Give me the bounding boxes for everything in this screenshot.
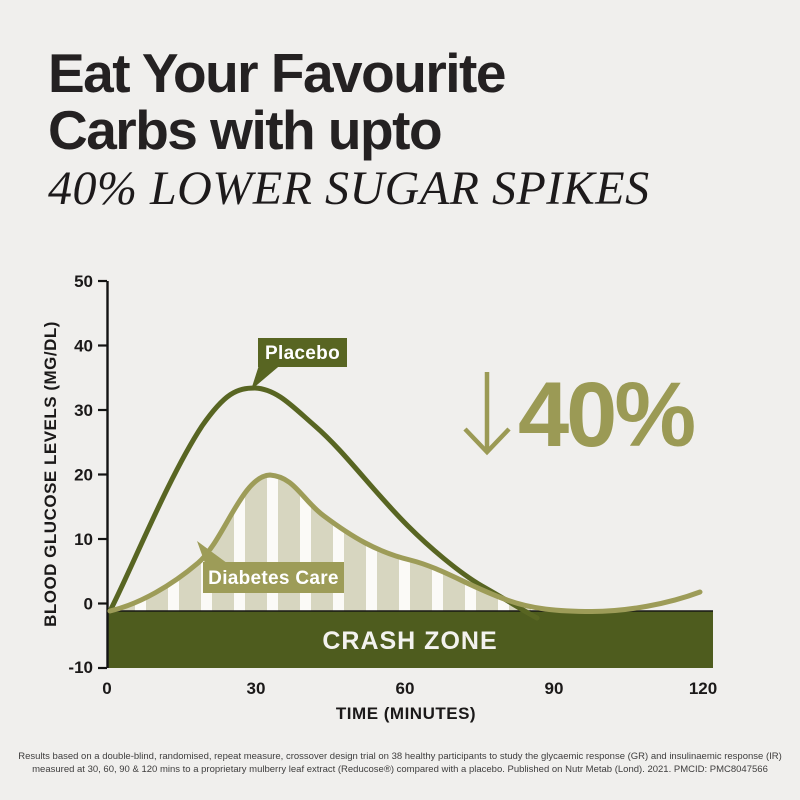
x-axis-label: TIME (MINUTES) (336, 704, 476, 723)
x-tick-label-30: 30 (247, 679, 266, 698)
y-tick-label-0: 0 (84, 595, 93, 614)
y-tick-label-50: 50 (74, 272, 93, 291)
x-tick-label-120: 120 (689, 679, 717, 698)
placebo-curve (107, 385, 540, 621)
footer-disclaimer: Results based on a double-blind, randomi… (0, 750, 800, 776)
y-tick-label-20: 20 (74, 466, 93, 485)
x-tick-label-0: 0 (102, 679, 111, 698)
diabetes-care-callout-label: Diabetes Care (208, 568, 339, 589)
y-tick-label-10: 10 (74, 530, 93, 549)
footer-line2: measured at 30, 60, 90 & 120 mins to a p… (32, 764, 768, 775)
footer-line1: Results based on a double-blind, randomi… (18, 751, 782, 762)
placebo-callout: Placebo (251, 338, 347, 390)
y-axis-ticks (98, 279, 107, 670)
tagline: 40% LOWER SUGAR SPIKES (48, 162, 650, 215)
y-tick-label-40: 40 (74, 337, 93, 356)
x-tick-label-90: 90 (545, 679, 564, 698)
page-title-line1: Eat Your Favourite (48, 42, 506, 104)
y-tick-label-30: 30 (74, 401, 93, 420)
placebo-callout-label: Placebo (265, 343, 340, 364)
page-title-line2: Carbs with upto (48, 99, 443, 161)
reduction-percentage: 40% (518, 364, 694, 466)
diabetes-care-callout: Diabetes Care (197, 541, 344, 593)
y-tick-label-neg10: -10 (68, 658, 93, 677)
crash-zone-label: CRASH ZONE (322, 627, 497, 655)
crash-zone-band (108, 611, 713, 668)
x-tick-label-60: 60 (396, 679, 415, 698)
diabetes-care-curve (107, 472, 703, 615)
y-axis-label: BLOOD GLUCOSE LEVELS (MG/DL) (41, 321, 60, 627)
reduction-annotation: 40% (463, 364, 697, 466)
down-arrow-icon (463, 372, 511, 456)
